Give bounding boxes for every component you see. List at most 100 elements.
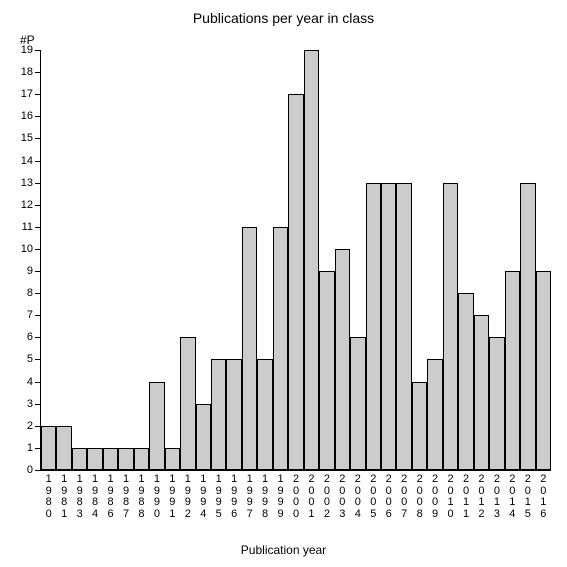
x-tick-label: 2005 bbox=[368, 474, 379, 520]
bar bbox=[288, 94, 303, 470]
x-tick-label: 2002 bbox=[321, 474, 332, 520]
chart-title: Publications per year in class bbox=[0, 10, 567, 26]
bar bbox=[489, 337, 504, 470]
bar bbox=[304, 50, 319, 470]
x-tick-label: 2016 bbox=[538, 474, 549, 520]
y-tick-label: 4 bbox=[27, 376, 33, 388]
bar bbox=[536, 271, 551, 470]
y-tick bbox=[35, 293, 41, 294]
y-tick bbox=[35, 116, 41, 117]
x-tick-label: 1981 bbox=[59, 474, 70, 520]
x-tick-label: 2011 bbox=[461, 474, 472, 520]
y-tick bbox=[35, 183, 41, 184]
y-tick-label: 11 bbox=[22, 221, 33, 233]
x-tick-label: 2001 bbox=[306, 474, 317, 520]
y-tick-label: 10 bbox=[21, 243, 33, 255]
bar bbox=[443, 183, 458, 470]
y-tick-label: 16 bbox=[21, 110, 33, 122]
y-tick-label: 3 bbox=[27, 398, 33, 410]
x-tick-label: 2007 bbox=[399, 474, 410, 520]
bar bbox=[412, 382, 427, 470]
x-tick-label: 1986 bbox=[105, 474, 116, 520]
y-tick-label: 18 bbox=[21, 66, 33, 78]
x-tick-label: 1999 bbox=[275, 474, 286, 520]
y-tick bbox=[35, 50, 41, 51]
y-tick-label: 8 bbox=[27, 287, 33, 299]
x-tick-label: 1990 bbox=[151, 474, 162, 520]
bar bbox=[273, 227, 288, 470]
bar bbox=[211, 359, 226, 470]
x-tick-label: 2012 bbox=[476, 474, 487, 520]
x-tick-label: 2009 bbox=[430, 474, 441, 520]
y-tick bbox=[35, 404, 41, 405]
y-tick-label: 2 bbox=[27, 420, 33, 432]
y-tick bbox=[35, 470, 41, 471]
bar bbox=[520, 183, 535, 470]
y-tick-label: 6 bbox=[27, 331, 33, 343]
plot-area: 0123456789101112131415161718191980198119… bbox=[40, 50, 551, 471]
x-tick-label: 2010 bbox=[445, 474, 456, 520]
bar bbox=[505, 271, 520, 470]
y-tick-label: 5 bbox=[27, 353, 33, 365]
y-tick bbox=[35, 382, 41, 383]
x-tick-label: 1988 bbox=[136, 474, 147, 520]
bar bbox=[242, 227, 257, 470]
bar bbox=[381, 183, 396, 470]
x-tick-label: 1980 bbox=[43, 474, 54, 520]
y-tick-label: 14 bbox=[21, 155, 33, 167]
x-tick-label: 2000 bbox=[291, 474, 302, 520]
y-tick bbox=[35, 426, 41, 427]
bar bbox=[41, 426, 56, 470]
y-tick bbox=[35, 448, 41, 449]
chart-container: Publications per year in class #P 012345… bbox=[0, 0, 567, 567]
y-tick bbox=[35, 249, 41, 250]
x-tick-label: 2004 bbox=[352, 474, 363, 520]
x-tick-label: 1995 bbox=[213, 474, 224, 520]
x-tick-label: 1984 bbox=[90, 474, 101, 520]
y-tick bbox=[35, 227, 41, 228]
y-tick-label: 9 bbox=[27, 265, 33, 277]
x-tick-label: 1987 bbox=[121, 474, 132, 520]
bar bbox=[56, 426, 71, 470]
x-tick-label: 1991 bbox=[167, 474, 178, 520]
y-tick bbox=[35, 72, 41, 73]
y-tick bbox=[35, 359, 41, 360]
bars-group bbox=[41, 50, 551, 470]
y-tick-label: 1 bbox=[27, 442, 33, 454]
bar bbox=[103, 448, 118, 470]
y-tick-label: 0 bbox=[27, 464, 33, 476]
bar bbox=[474, 315, 489, 470]
x-tick-label: 1994 bbox=[198, 474, 209, 520]
bar bbox=[165, 448, 180, 470]
y-tick bbox=[35, 94, 41, 95]
y-tick bbox=[35, 271, 41, 272]
bar bbox=[226, 359, 241, 470]
x-tick-label: 2003 bbox=[337, 474, 348, 520]
y-tick-label: 7 bbox=[27, 309, 33, 321]
y-tick-label: 15 bbox=[21, 132, 33, 144]
y-tick bbox=[35, 161, 41, 162]
x-tick-label: 1996 bbox=[229, 474, 240, 520]
x-tick-label: 1998 bbox=[260, 474, 271, 520]
y-tick-label: 17 bbox=[21, 88, 33, 100]
x-tick-label: 1992 bbox=[182, 474, 193, 520]
bar bbox=[180, 337, 195, 470]
x-axis-label: Publication year bbox=[0, 543, 567, 557]
bar bbox=[396, 183, 411, 470]
bar bbox=[72, 448, 87, 470]
x-tick-label: 2006 bbox=[383, 474, 394, 520]
y-tick bbox=[35, 337, 41, 338]
bar bbox=[350, 337, 365, 470]
y-tick bbox=[35, 315, 41, 316]
bar bbox=[257, 359, 272, 470]
bar bbox=[149, 382, 164, 470]
bar bbox=[118, 448, 133, 470]
y-tick bbox=[35, 138, 41, 139]
x-tick-label: 2013 bbox=[491, 474, 502, 520]
bar bbox=[427, 359, 442, 470]
x-tick-label: 1983 bbox=[74, 474, 85, 520]
bar bbox=[196, 404, 211, 470]
bar bbox=[319, 271, 334, 470]
bar bbox=[134, 448, 149, 470]
y-tick bbox=[35, 205, 41, 206]
